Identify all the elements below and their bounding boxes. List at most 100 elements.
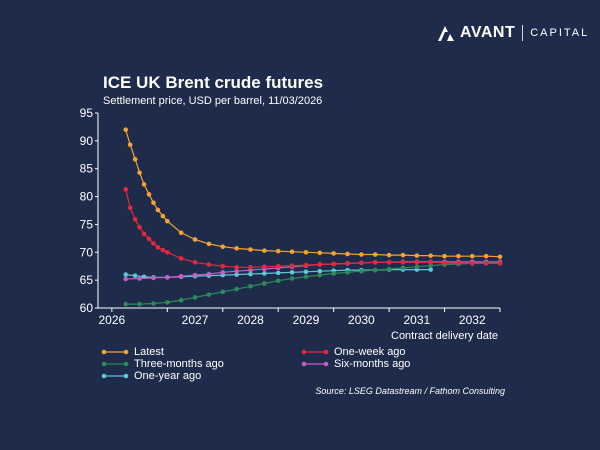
data-point-one-week-ago [289,263,295,268]
data-point-latest [123,127,129,133]
data-point-three-months-ago [123,301,129,307]
data-point-one-week-ago [469,261,475,266]
data-point-one-week-ago [141,231,147,237]
data-point-latest [331,251,336,256]
series-line-one-week-ago [125,189,500,268]
x-tick-label: 2027 [182,313,209,327]
data-point-one-week-ago [123,187,129,192]
data-point-latest [137,170,142,175]
y-tick-label: 65 [80,273,94,287]
data-point-one-week-ago [456,260,461,266]
data-point-three-months-ago [289,276,295,281]
brand-divider [522,25,524,41]
data-point-latest [428,253,433,258]
data-point-one-week-ago [132,217,138,222]
data-point-latest [456,253,461,259]
data-point-one-week-ago [386,260,392,265]
data-point-latest [497,254,503,260]
data-point-three-months-ago [414,264,420,270]
y-tick-label: 90 [80,134,94,148]
data-point-latest [317,250,323,256]
data-point-one-week-ago [497,261,503,266]
x-tick-label: 2030 [348,313,375,327]
data-point-one-week-ago [178,256,184,261]
data-point-six-months-ago [220,270,226,275]
data-point-three-months-ago [151,301,156,306]
y-tick-label: 75 [80,217,94,231]
legend-swatch [301,349,329,354]
brand-subname: CAPITAL [530,27,590,39]
data-point-one-week-ago [428,260,433,265]
data-point-one-year-ago [248,271,253,277]
data-point-one-week-ago [137,224,142,230]
legend-label: Three-months ago [134,357,224,370]
data-point-one-week-ago [317,262,323,267]
data-point-three-months-ago [178,297,184,303]
y-tick-label: 80 [80,190,94,204]
data-point-one-week-ago [234,265,239,270]
data-point-three-months-ago [275,278,281,284]
data-point-one-year-ago [317,268,323,274]
legend-item-three-months-ago: Three-months ago [100,357,224,370]
data-point-latest [262,248,267,253]
data-point-latest [127,142,133,148]
data-point-one-year-ago [262,271,267,276]
data-point-three-months-ago [400,265,406,271]
data-point-latest [132,156,138,162]
data-point-latest [289,249,295,255]
chart-subtitle: Settlement price, USD per barrel, 11/03/… [103,95,323,107]
data-point-one-week-ago [151,241,156,246]
data-point-latest [414,253,420,258]
data-point-one-year-ago [289,270,295,275]
legend-label: One-year ago [134,369,202,382]
legend-swatch [301,361,329,366]
data-point-three-months-ago [372,267,378,273]
brand-name: AVANT [460,24,516,41]
data-point-one-week-ago [220,263,226,269]
data-point-three-months-ago [428,263,433,268]
data-point-one-year-ago [303,269,309,275]
data-point-latest [178,230,184,236]
data-point-one-week-ago [442,260,447,266]
data-point-one-week-ago [303,262,309,268]
data-point-three-months-ago [331,271,336,276]
data-point-six-months-ago [234,268,239,274]
data-point-one-week-ago [146,236,152,242]
data-point-three-months-ago [386,266,392,272]
data-point-latest [386,252,392,258]
data-point-latest [192,237,198,242]
data-point-latest [151,200,156,205]
data-point-six-months-ago [206,271,212,277]
data-point-one-week-ago [262,264,267,270]
brand-header: AVANT CAPITAL [436,22,589,44]
data-point-one-week-ago [192,260,198,265]
data-point-latest [442,253,447,259]
data-point-three-months-ago [234,286,239,292]
data-point-latest [303,249,309,255]
data-point-latest [275,248,281,254]
x-tick-label: 2032 [459,313,486,327]
data-point-latest [469,253,475,259]
data-point-one-week-ago [483,261,489,266]
data-point-latest [248,247,253,252]
data-point-latest [345,251,350,257]
y-tick-label: 95 [80,106,94,120]
legend-item-latest: Latest [100,345,164,358]
source-note: Source: LSEG Datastream / Fathom Consult… [315,386,505,396]
data-point-three-months-ago [206,292,212,297]
data-point-one-year-ago [123,272,129,277]
series-line-three-months-ago [125,262,500,305]
data-point-latest [234,246,239,251]
legend-label: One-week ago [334,345,406,358]
data-point-one-week-ago [127,205,133,211]
data-point-three-months-ago [137,301,142,307]
data-point-latest [400,252,406,258]
data-point-three-months-ago [262,281,267,286]
data-point-six-months-ago [192,272,198,278]
data-point-three-months-ago [192,295,198,300]
series-line-latest [125,129,501,258]
data-point-one-week-ago [400,260,406,265]
y-tick-label: 85 [80,162,94,176]
data-point-latest [160,213,166,219]
